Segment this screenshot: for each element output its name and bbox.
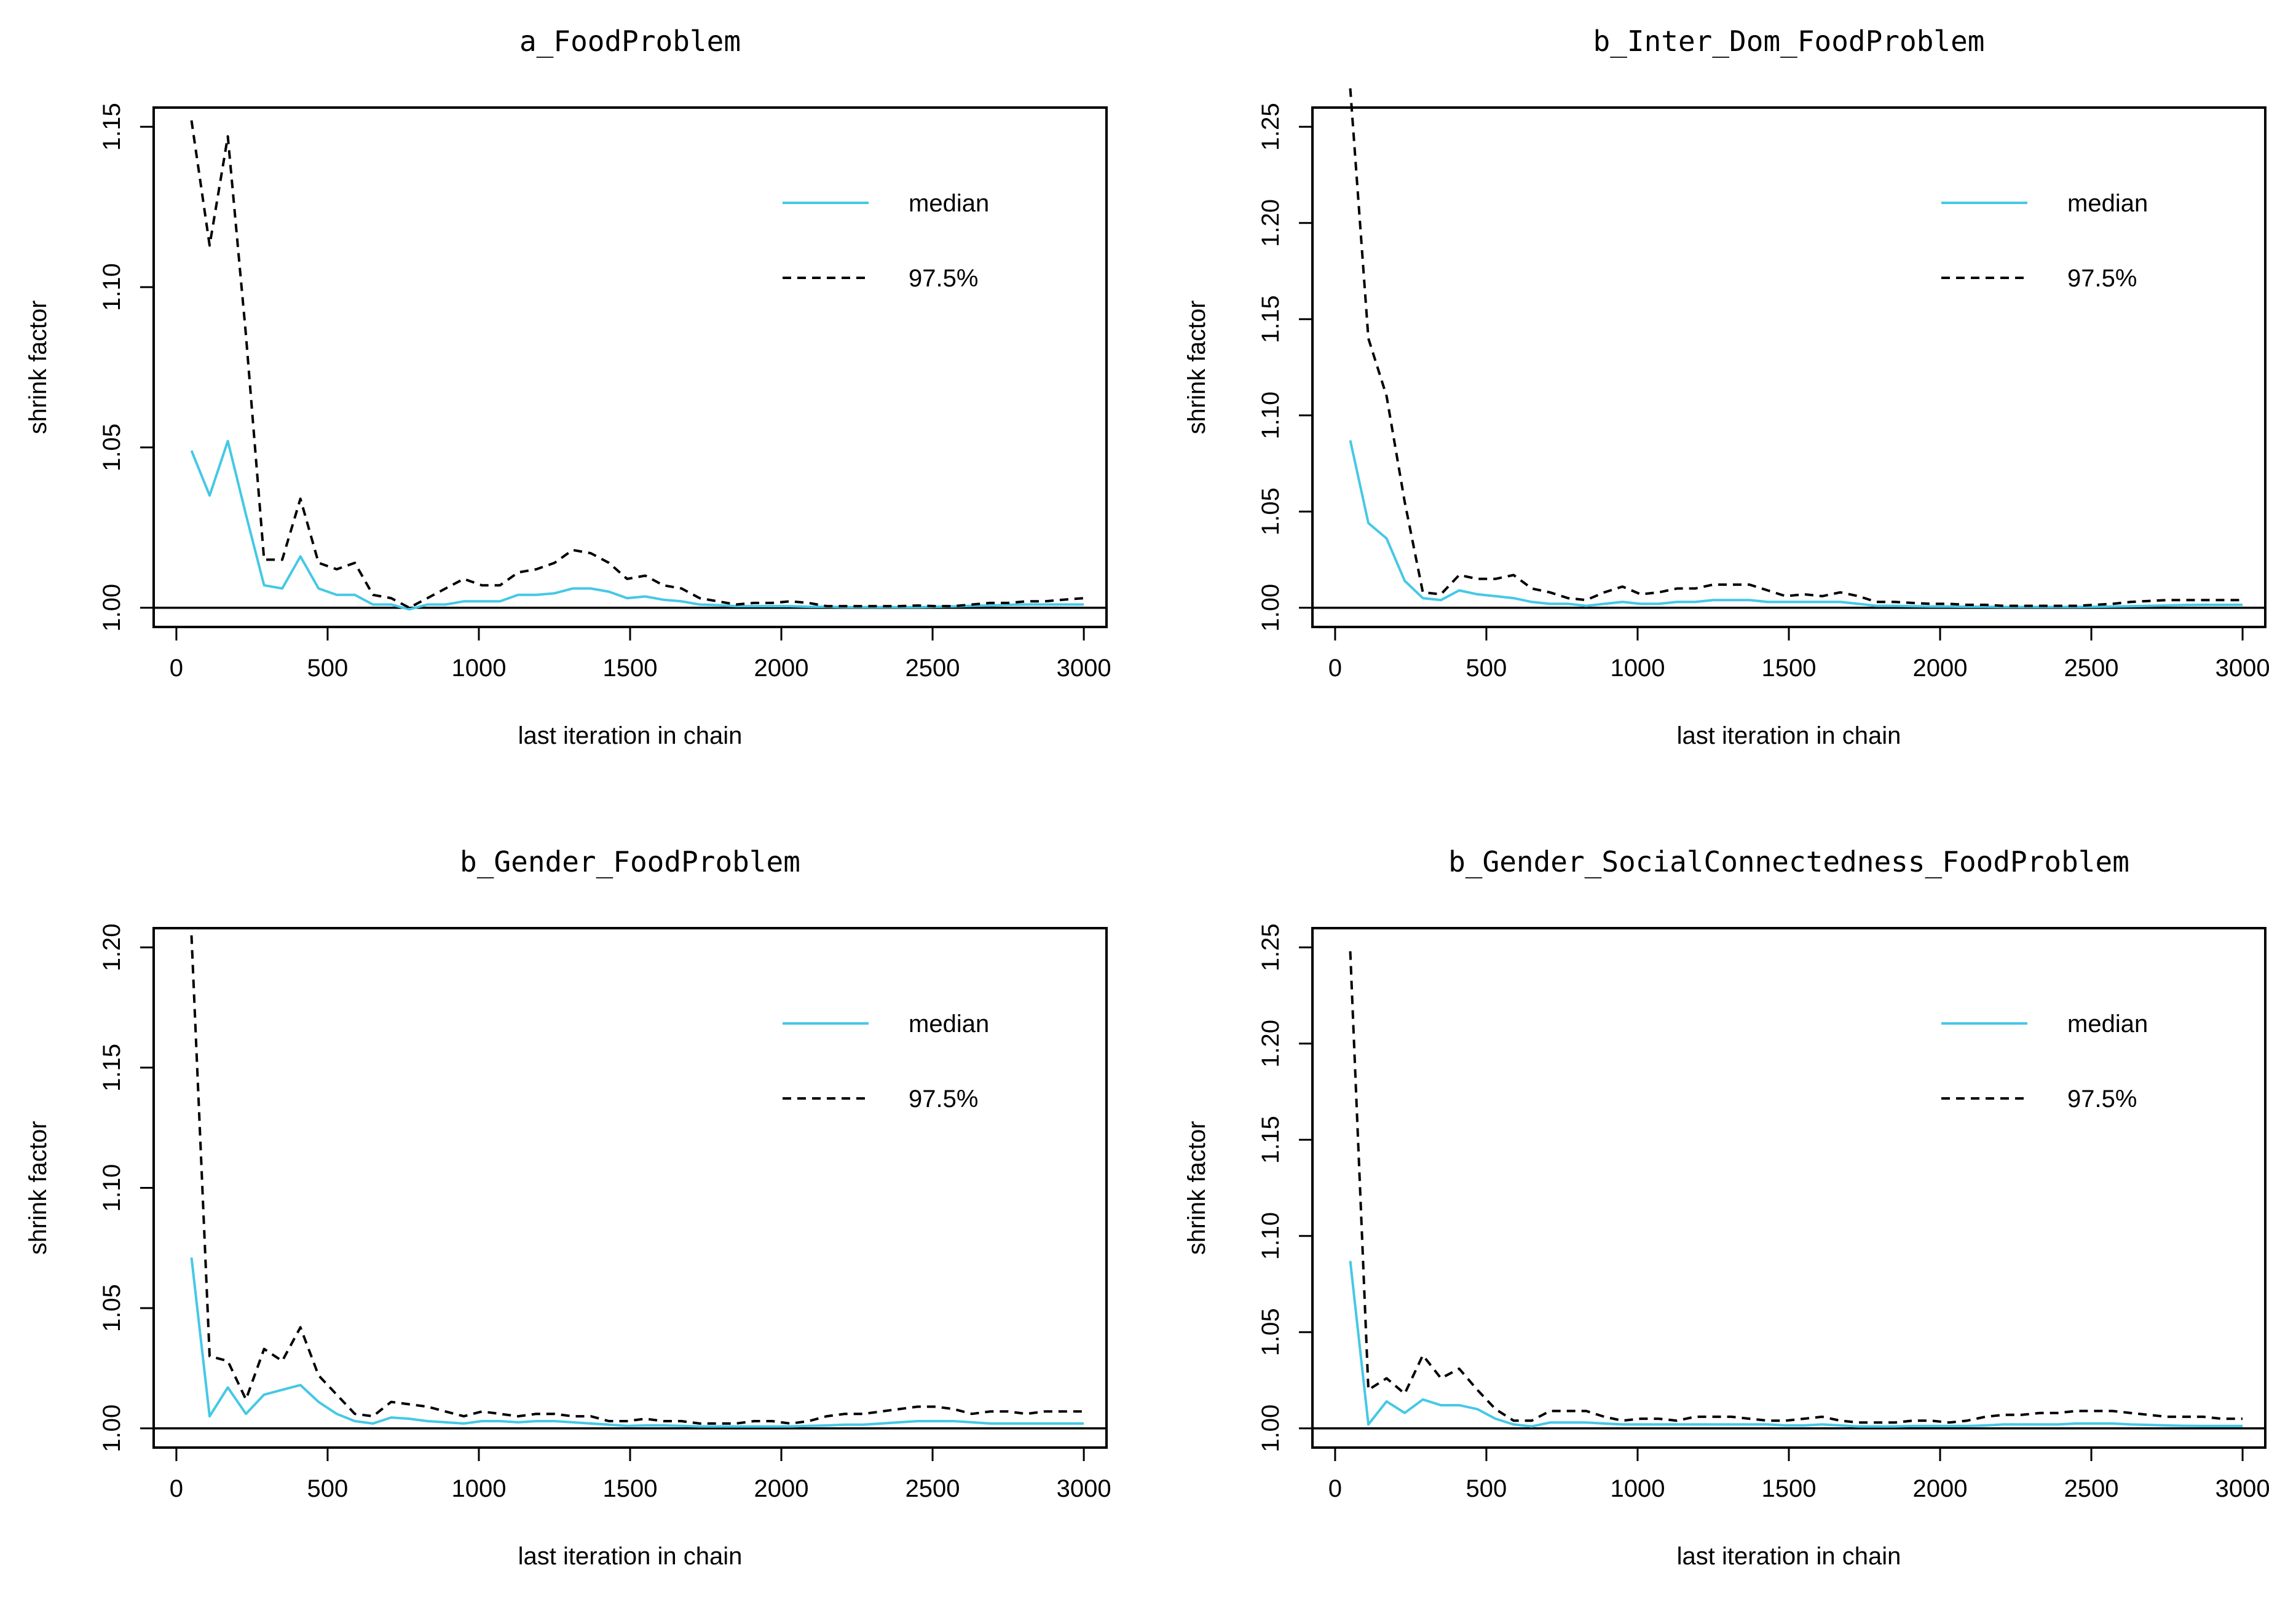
y-tick-label: 1.10 <box>98 1164 125 1212</box>
median-line <box>190 439 1084 611</box>
upper-97-5-line <box>1349 951 2243 1424</box>
plot-frame <box>152 927 1108 1449</box>
y-tick-label: 1.20 <box>1257 1020 1284 1068</box>
plot-frame <box>1311 106 2266 628</box>
upper-97-5-line <box>190 120 1084 609</box>
y-tick-label: 1.15 <box>1257 295 1284 343</box>
chart-panel: b_Gender_SocialConnectedness_FoodProblem… <box>1183 845 2270 1570</box>
x-tick-label: 3000 <box>2215 1475 2270 1502</box>
median-line <box>1349 1261 2243 1428</box>
x-tick-label: 1000 <box>1610 1475 1665 1502</box>
median-line <box>190 1257 1084 1428</box>
legend-median-label: median <box>2067 1011 2148 1038</box>
x-tick-label: 0 <box>170 1475 183 1502</box>
plot-frame <box>152 106 1108 628</box>
x-tick-label: 3000 <box>1057 1475 1111 1502</box>
x-tick-label: 3000 <box>1057 655 1111 682</box>
x-tick-label: 2000 <box>754 655 809 682</box>
median-line <box>1349 439 2243 609</box>
legend-upper-label: 97.5% <box>2067 265 2137 292</box>
chart-title: a_FoodProblem <box>519 25 741 58</box>
y-axis-label: shrink factor <box>25 301 52 435</box>
chart-title: b_Gender_FoodProblem <box>460 845 800 878</box>
upper-97-5-line <box>1349 88 2243 607</box>
x-tick-label: 3000 <box>2215 655 2270 682</box>
legend-median-label: median <box>909 1011 989 1038</box>
x-tick-label: 2500 <box>2064 655 2119 682</box>
x-tick-label: 1500 <box>603 1475 658 1502</box>
plot-frame <box>1311 927 2266 1449</box>
y-tick-label: 1.15 <box>1257 1116 1284 1164</box>
legend-upper-label: 97.5% <box>909 265 978 292</box>
chart-title: b_Inter_Dom_FoodProblem <box>1593 25 1985 58</box>
y-tick-label: 1.10 <box>1257 1212 1284 1260</box>
chart-panel: a_FoodProblem 0 500 1000 1500 2000 2500 3000 1.0… <box>25 25 1111 749</box>
x-tick-label: 500 <box>1466 1475 1507 1502</box>
y-tick-label: 1.10 <box>98 263 125 311</box>
y-tick-label: 1.05 <box>1257 1308 1284 1356</box>
y-axis-label: shrink factor <box>25 1121 52 1255</box>
y-axis-label: shrink factor <box>1183 1121 1210 1255</box>
y-tick-label: 1.05 <box>1257 487 1284 535</box>
y-tick-label: 1.05 <box>98 1284 125 1332</box>
x-tick-label: 2500 <box>905 655 960 682</box>
y-tick-label: 1.15 <box>98 103 125 151</box>
y-tick-label: 1.25 <box>1257 103 1284 151</box>
x-tick-label: 1500 <box>1762 655 1817 682</box>
legend-median-label: median <box>909 190 989 217</box>
y-tick-label: 1.25 <box>1257 923 1284 971</box>
upper-97-5-line <box>190 935 1084 1425</box>
x-tick-label: 2000 <box>754 1475 809 1502</box>
x-tick-label: 500 <box>307 1475 349 1502</box>
x-tick-label: 2000 <box>1913 1475 1968 1502</box>
x-axis-label: last iteration in chain <box>1677 722 1901 749</box>
legend-upper-label: 97.5% <box>909 1086 978 1113</box>
y-tick-label: 1.00 <box>1257 584 1284 632</box>
x-tick-label: 1000 <box>451 1475 506 1502</box>
x-tick-label: 0 <box>1328 655 1342 682</box>
x-axis-label: last iteration in chain <box>518 722 743 749</box>
y-tick-label: 1.00 <box>98 1405 125 1452</box>
chart-title: b_Gender_SocialConnectedness_FoodProblem <box>1448 845 2129 878</box>
x-tick-label: 500 <box>307 655 349 682</box>
legend-median-label: median <box>2067 190 2148 217</box>
x-tick-label: 1000 <box>1610 655 1665 682</box>
chart-panel: b_Gender_FoodProblem 0 500 1000 1500 2000 2500… <box>25 845 1111 1570</box>
x-tick-label: 1000 <box>451 655 506 682</box>
x-axis-label: last iteration in chain <box>1677 1543 1901 1570</box>
x-tick-label: 2000 <box>1913 655 1968 682</box>
x-tick-label: 2500 <box>905 1475 960 1502</box>
x-tick-label: 1500 <box>603 655 658 682</box>
y-tick-label: 1.10 <box>1257 392 1284 439</box>
y-tick-label: 1.00 <box>1257 1405 1284 1452</box>
x-tick-label: 1500 <box>1762 1475 1817 1502</box>
x-tick-label: 500 <box>1466 655 1507 682</box>
y-tick-label: 1.15 <box>98 1044 125 1092</box>
y-tick-label: 1.20 <box>1257 199 1284 247</box>
legend-upper-label: 97.5% <box>2067 1086 2137 1113</box>
y-tick-label: 1.05 <box>98 424 125 471</box>
y-tick-label: 1.00 <box>98 584 125 632</box>
y-axis-label: shrink factor <box>1183 301 1210 435</box>
x-tick-label: 0 <box>1328 1475 1342 1502</box>
chart-panel: b_Inter_Dom_FoodProblem 0 500 1000 1500 2000 2… <box>1183 25 2270 749</box>
x-axis-label: last iteration in chain <box>518 1543 743 1570</box>
x-tick-label: 2500 <box>2064 1475 2119 1502</box>
x-tick-label: 0 <box>170 655 183 682</box>
y-tick-label: 1.20 <box>98 923 125 971</box>
